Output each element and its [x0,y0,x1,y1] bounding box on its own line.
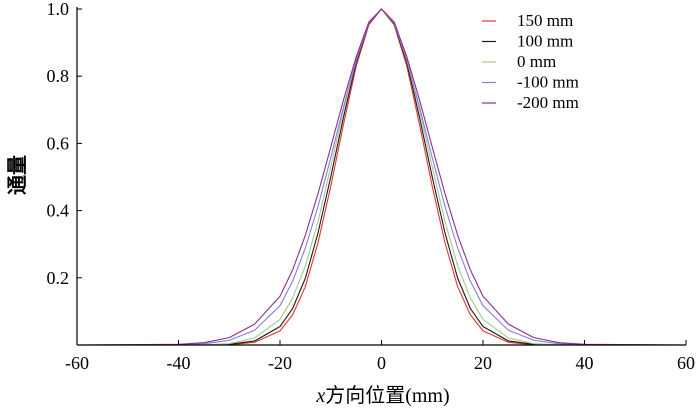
axes [76,7,686,346]
ticks: -60 -40 -20 0 20 40 60 0.2 0.4 0.6 0.8 1.0 [47,0,696,373]
x-tick-label: 40 [576,353,594,373]
legend-label-3: -100 mm [517,73,579,92]
x-axis-title-rest: 方向位置(mm) [325,384,449,407]
legend-label-1: 100 mm [517,32,573,51]
series-line-1 [77,8,686,346]
x-tick-label: -40 [167,353,191,373]
y-tick-label: 0.4 [47,201,70,221]
series-line-4 [76,8,687,346]
y-tick-label: 0.2 [47,268,70,288]
legend-label-4: -200 mm [517,93,579,112]
x-tick-label: 0 [377,353,386,373]
x-axis-title-var: x [315,385,325,407]
x-tick-label: 20 [474,353,492,373]
legend-label-0: 150 mm [517,11,573,30]
legend-label-2: 0 mm [517,52,556,71]
x-tick-label: -60 [65,353,89,373]
series-line-2 [77,8,686,346]
y-tick-label: 1.0 [47,0,70,19]
plot-lines [76,8,687,346]
x-tick-label: -20 [268,353,292,373]
y-tick-label: 0.6 [47,133,70,153]
x-axis-title: x方向位置(mm) [315,384,449,407]
y-axis-title: 通量 [6,155,29,195]
series-line-0 [77,8,686,346]
series-line-3 [76,8,687,346]
legend: 150 mm 100 mm0 mm -100 mm-200 mm [482,11,579,112]
x-tick-label: 60 [677,353,695,373]
y-tick-label: 0.8 [47,66,70,86]
